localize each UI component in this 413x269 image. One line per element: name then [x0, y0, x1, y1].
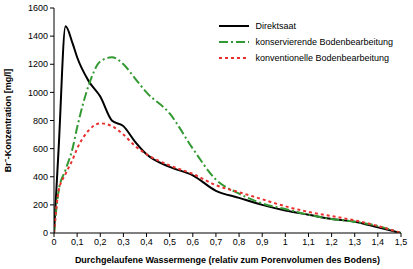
svg-text:0,2: 0,2: [94, 237, 107, 247]
svg-text:800: 800: [33, 116, 48, 126]
html-text:konservierende Bodenbearbeitun: konservierende Bodenbearbeitung: [255, 37, 393, 47]
svg-text:0: 0: [51, 237, 56, 247]
svg-text:1200: 1200: [28, 59, 48, 69]
svg-text:400: 400: [33, 172, 48, 182]
svg-text:Durchgelaufene Wassermenge (re: Durchgelaufene Wassermenge (relativ zum …: [75, 255, 380, 265]
svg-text:1600: 1600: [28, 3, 48, 13]
svg-text:1,3: 1,3: [348, 237, 361, 247]
svg-text:1,5: 1,5: [395, 237, 405, 247]
svg-text:1,2: 1,2: [325, 237, 338, 247]
svg-text:1000: 1000: [28, 88, 48, 98]
svg-text:1: 1: [283, 237, 288, 247]
svg-text:Br⁻-Konzentration [mg/l]: Br⁻-Konzentration [mg/l]: [8, 69, 13, 173]
svg-text:200: 200: [33, 200, 48, 210]
svg-text:0,9: 0,9: [256, 237, 269, 247]
svg-text:1,1: 1,1: [302, 237, 315, 247]
svg-text:1,4: 1,4: [372, 237, 385, 247]
svg-text:0,3: 0,3: [117, 237, 130, 247]
svg-text:0,5: 0,5: [163, 237, 176, 247]
svg-text:0,4: 0,4: [140, 237, 153, 247]
html-text:Direktsaat: Direktsaat: [255, 21, 296, 31]
svg-text:0,7: 0,7: [210, 237, 223, 247]
svg-text:0: 0: [43, 228, 48, 238]
html-text:konventionelle Bodenbearbeitun: konventionelle Bodenbearbeitung: [255, 53, 389, 63]
svg-text:1400: 1400: [28, 31, 48, 41]
svg-text:0,6: 0,6: [187, 237, 200, 247]
svg-text:0,1: 0,1: [71, 237, 84, 247]
svg-text:0,8: 0,8: [233, 237, 246, 247]
svg-text:600: 600: [33, 144, 48, 154]
